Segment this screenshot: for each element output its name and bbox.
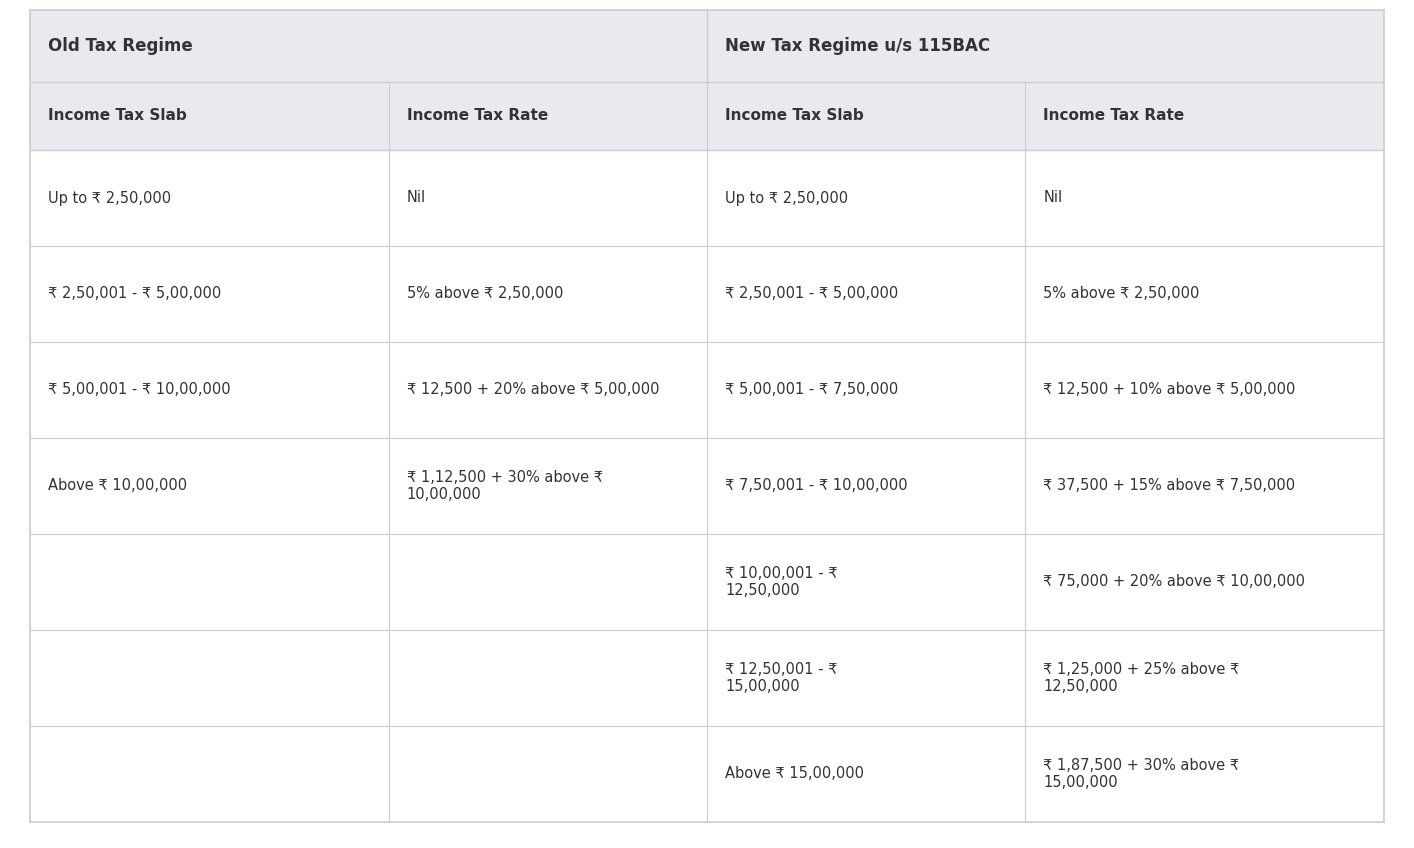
Bar	[30, 438, 1384, 534]
Text: 5% above ₹ 2,50,000: 5% above ₹ 2,50,000	[407, 287, 563, 302]
Text: Old Tax Regime: Old Tax Regime	[48, 37, 192, 55]
Bar	[30, 150, 1384, 246]
Text: Nil: Nil	[407, 191, 426, 205]
Text: ₹ 7,50,001 - ₹ 10,00,000: ₹ 7,50,001 - ₹ 10,00,000	[725, 478, 908, 494]
Text: Nil: Nil	[1044, 191, 1062, 205]
Text: New Tax Regime u/s 115BAC: New Tax Regime u/s 115BAC	[725, 37, 990, 55]
Text: ₹ 1,12,500 + 30% above ₹
10,00,000: ₹ 1,12,500 + 30% above ₹ 10,00,000	[407, 470, 602, 502]
Bar	[30, 10, 1384, 82]
Text: Income Tax Rate: Income Tax Rate	[1044, 109, 1185, 124]
Text: ₹ 10,00,001 - ₹
12,50,000: ₹ 10,00,001 - ₹ 12,50,000	[725, 566, 837, 598]
Text: ₹ 1,87,500 + 30% above ₹
15,00,000: ₹ 1,87,500 + 30% above ₹ 15,00,000	[1044, 758, 1239, 790]
Text: Income Tax Rate: Income Tax Rate	[407, 109, 549, 124]
Text: ₹ 5,00,001 - ₹ 10,00,000: ₹ 5,00,001 - ₹ 10,00,000	[48, 382, 230, 398]
Text: ₹ 12,500 + 10% above ₹ 5,00,000: ₹ 12,500 + 10% above ₹ 5,00,000	[1044, 382, 1295, 398]
Text: ₹ 75,000 + 20% above ₹ 10,00,000: ₹ 75,000 + 20% above ₹ 10,00,000	[1044, 574, 1305, 589]
Text: 5% above ₹ 2,50,000: 5% above ₹ 2,50,000	[1044, 287, 1199, 302]
Bar	[30, 630, 1384, 726]
Bar	[30, 342, 1384, 438]
Text: Up to ₹ 2,50,000: Up to ₹ 2,50,000	[48, 191, 171, 205]
Bar	[30, 82, 1384, 150]
Text: ₹ 5,00,001 - ₹ 7,50,000: ₹ 5,00,001 - ₹ 7,50,000	[725, 382, 898, 398]
Bar	[30, 534, 1384, 630]
Text: ₹ 2,50,001 - ₹ 5,00,000: ₹ 2,50,001 - ₹ 5,00,000	[725, 287, 898, 302]
Text: Income Tax Slab: Income Tax Slab	[48, 109, 187, 124]
Text: Above ₹ 15,00,000: Above ₹ 15,00,000	[725, 767, 864, 782]
Text: ₹ 2,50,001 - ₹ 5,00,000: ₹ 2,50,001 - ₹ 5,00,000	[48, 287, 221, 302]
Text: ₹ 12,50,001 - ₹
15,00,000: ₹ 12,50,001 - ₹ 15,00,000	[725, 661, 837, 695]
Text: ₹ 1,25,000 + 25% above ₹
12,50,000: ₹ 1,25,000 + 25% above ₹ 12,50,000	[1044, 661, 1240, 695]
Bar	[30, 726, 1384, 822]
Bar	[30, 246, 1384, 342]
Text: Above ₹ 10,00,000: Above ₹ 10,00,000	[48, 478, 187, 494]
Text: Up to ₹ 2,50,000: Up to ₹ 2,50,000	[725, 191, 848, 205]
Text: ₹ 37,500 + 15% above ₹ 7,50,000: ₹ 37,500 + 15% above ₹ 7,50,000	[1044, 478, 1295, 494]
Text: Income Tax Slab: Income Tax Slab	[725, 109, 864, 124]
Text: ₹ 12,500 + 20% above ₹ 5,00,000: ₹ 12,500 + 20% above ₹ 5,00,000	[407, 382, 659, 398]
